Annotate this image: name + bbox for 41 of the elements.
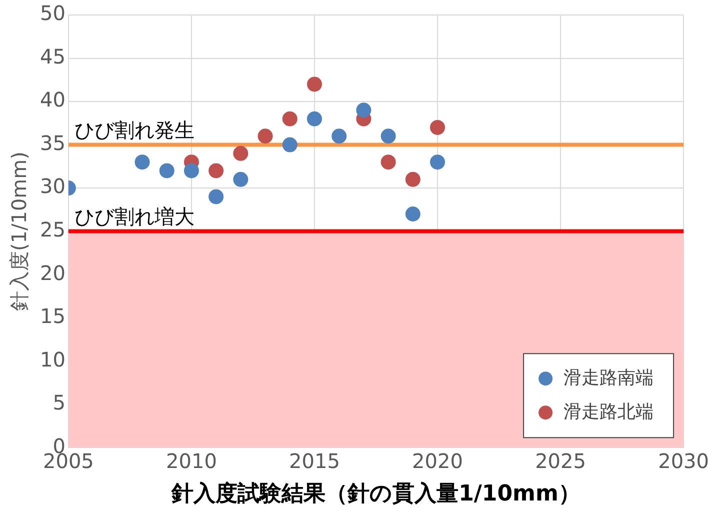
point: [405, 206, 420, 222]
y-tick-label: 45: [40, 44, 66, 68]
point: [332, 128, 347, 144]
point: [208, 189, 224, 204]
point: [306, 111, 322, 126]
x-tick-label: 2020: [412, 448, 463, 473]
x-tick-label: 2025: [535, 448, 586, 473]
y-tick-label: 20: [40, 260, 66, 285]
point: [380, 128, 396, 144]
point: [405, 172, 420, 187]
legend-label: 滑走路南端: [564, 367, 654, 388]
y-tick-label: 35: [40, 130, 66, 155]
y-tick-label: 30: [40, 174, 66, 198]
point: [306, 76, 322, 92]
ref-line-label: ひび割れ発生: [74, 118, 194, 142]
y-tick-label: 5: [52, 390, 66, 415]
x-axis-title: 針入度試験結果（針の貫入量1/10mm）: [170, 480, 580, 507]
point: [258, 128, 273, 144]
point: [282, 137, 298, 152]
point: [430, 120, 446, 135]
point: [356, 102, 372, 118]
x-tick-label: 2030: [658, 448, 710, 473]
x-tick-label: 2015: [289, 448, 340, 473]
y-tick-label: 25: [40, 218, 66, 242]
ref-line-label: ひび割れ増大: [74, 204, 194, 229]
point: [134, 154, 150, 170]
point: [233, 146, 248, 161]
x-tick-label: 2010: [166, 448, 217, 473]
y-tick-label: 10: [40, 347, 66, 372]
point: [233, 172, 248, 187]
point: [380, 154, 396, 170]
point: [282, 111, 298, 126]
point: [430, 154, 446, 170]
y-tick-label: 15: [40, 304, 66, 328]
y-tick-label: 40: [40, 88, 66, 112]
point: [184, 163, 199, 178]
y-axis-title: 針入度(1/10mm): [7, 152, 32, 312]
y-tick-label: 50: [40, 1, 66, 26]
point: [208, 163, 224, 178]
legend-label: 滑走路北端: [564, 401, 654, 422]
point: [159, 163, 174, 178]
